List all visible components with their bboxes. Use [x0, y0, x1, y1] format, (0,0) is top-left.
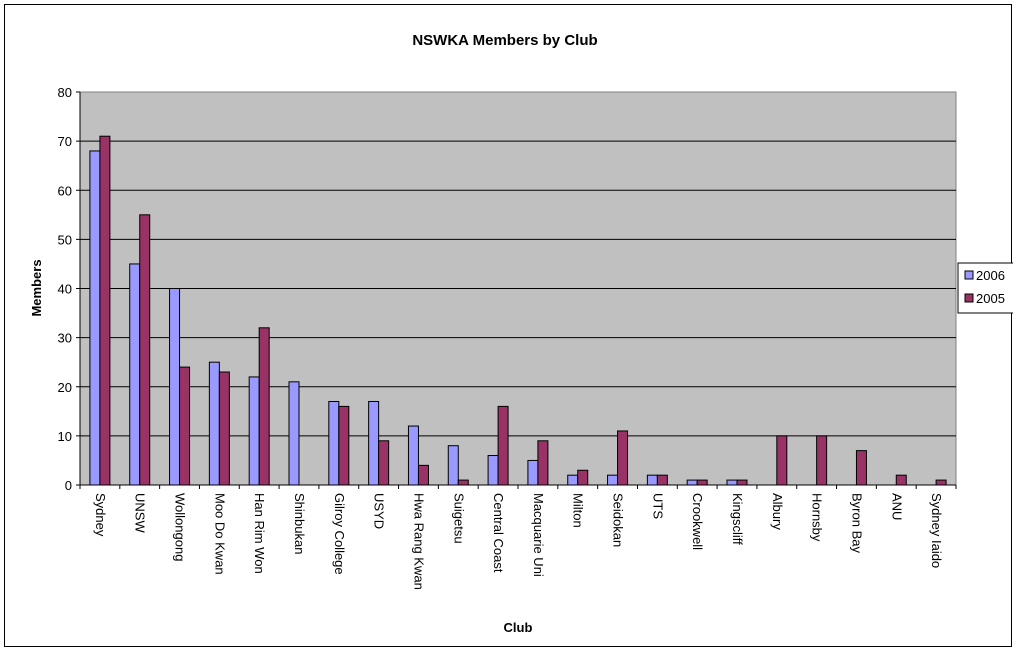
bar-2005-7: [378, 440, 390, 486]
x-tick-label: Sydney Iaido: [929, 493, 944, 568]
x-tick-label: Moo Do Kwan: [212, 493, 227, 575]
chart-canvas: NSWKA Members by Club 01020304050607080 …: [29, 32, 1013, 635]
bar-2006-11: [527, 459, 539, 486]
bar-2006-2: [169, 288, 181, 486]
bar-2006-8: [407, 425, 419, 486]
legend-swatch-2006: [964, 270, 974, 280]
x-tick-label: Macquarie Uni: [531, 493, 546, 577]
bar-2005-11: [537, 440, 549, 486]
bar-2005-8: [417, 464, 429, 486]
bar-2005-0: [99, 135, 111, 486]
bar-2005-14: [656, 474, 668, 486]
bar-2006-1: [129, 263, 141, 486]
y-tick-label: 10: [58, 429, 72, 444]
x-tick-label: Hwa Rang Kwan: [411, 493, 426, 590]
x-tick-label: Sydney: [93, 493, 108, 537]
bar-2005-6: [338, 405, 350, 486]
x-tick-label: Milton: [571, 493, 586, 528]
legend-swatch-2005: [964, 293, 974, 303]
x-tick-label: Central Coast: [491, 493, 506, 573]
chart-frame: NSWKA Members by Club 0 10 20 30 40 50 60 70 80 …: [4, 4, 1013, 647]
y-tick-labels: 0 10 20 30 40 50 60 70 80: [58, 85, 72, 493]
y-tick-label: 70: [58, 134, 72, 149]
x-tick-label: Seidokan: [611, 493, 626, 547]
x-tick-label: Byron Bay: [849, 493, 864, 553]
bar-2005-13: [617, 430, 629, 486]
x-tick-label: Shinbukan: [292, 493, 307, 554]
bar-2005-17: [776, 435, 788, 486]
bar-2005-1: [139, 214, 151, 486]
bar-2006-4: [248, 376, 260, 486]
legend-label-2006: 2006: [976, 268, 1005, 283]
bar-2006-3: [208, 361, 220, 486]
x-tick-label: ANU: [889, 493, 904, 520]
bar-2006-12: [567, 474, 579, 486]
legend: 2006 2005: [957, 262, 1013, 314]
x-tick-label: Hornsby: [810, 493, 825, 542]
x-tick-label: UTS: [650, 493, 665, 519]
y-tick-label: 20: [58, 380, 72, 395]
bar-2005-4: [258, 327, 270, 486]
x-tick-label: Han Rim Won: [252, 493, 267, 574]
x-tick-label: Wollongong: [173, 493, 188, 561]
x-tick-label: UNSW: [133, 493, 148, 533]
y-tick-label: 0: [65, 478, 72, 493]
x-tick-label: Suigetsu: [451, 493, 466, 544]
x-tick-label: Gilroy College: [332, 493, 347, 575]
axes: [76, 91, 957, 489]
y-tick-label: 30: [58, 331, 72, 346]
x-tick-label: Albury: [770, 493, 785, 530]
bar-2005-21: [935, 479, 947, 486]
y-tick-label: 60: [58, 183, 72, 198]
x-tick-label: USYD: [372, 493, 387, 529]
bar-2006-9: [447, 445, 459, 486]
bar-2005-10: [497, 405, 509, 486]
bar-2006-16: [726, 479, 738, 486]
x-tick-label: Kingscliff: [730, 493, 745, 545]
chart-title: NSWKA Members by Club: [412, 32, 597, 49]
bar-2006-14: [646, 474, 658, 486]
bar-2006-15: [686, 479, 698, 486]
x-axis-label: Club: [504, 620, 533, 635]
bar-2005-2: [179, 366, 191, 486]
bar-2005-12: [577, 469, 589, 486]
bar-2005-15: [696, 479, 708, 486]
y-tick-label: 80: [58, 85, 72, 100]
y-tick-label: 40: [58, 282, 72, 297]
bar-2005-9: [457, 479, 469, 486]
bar-2006-6: [328, 400, 340, 486]
y-tick-label: 50: [58, 232, 72, 247]
bar-2006-5: [288, 381, 300, 486]
x-tick-labels: Sydney UNSW Wollongong Moo Do Kwan Han Rim W…: [93, 493, 944, 590]
bar-2006-10: [487, 455, 499, 486]
bar-2005-19: [855, 450, 867, 486]
bar-2005-20: [895, 474, 907, 486]
bar-2006-0: [89, 150, 101, 486]
x-tick-label: Crookwell: [690, 493, 705, 550]
bar-2005-16: [736, 479, 748, 486]
bar-2005-3: [218, 371, 230, 486]
y-axis-label: Members: [29, 259, 44, 316]
bar-2005-18: [816, 435, 828, 486]
legend-label-2005: 2005: [976, 291, 1005, 306]
bar-2006-7: [368, 400, 380, 486]
bar-2006-13: [607, 474, 619, 486]
